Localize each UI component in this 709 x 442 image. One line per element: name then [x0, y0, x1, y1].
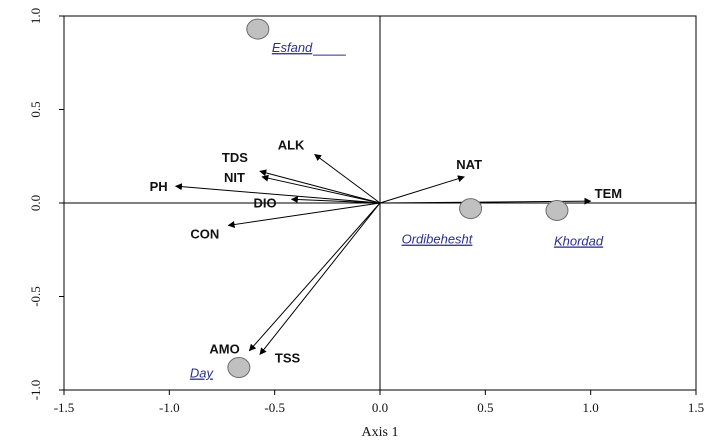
x-axis-title: Axis 1: [362, 425, 399, 440]
vector-label-ph: PH: [150, 179, 168, 194]
x-tick-label: -1.5: [54, 400, 75, 415]
vector-label-tss: TSS: [275, 350, 301, 365]
y-tick-label: 1.0: [28, 8, 43, 24]
vector-arrow-nit: [261, 174, 381, 204]
x-tick-label: 0.0: [372, 400, 388, 415]
vector-label-nat: NAT: [456, 157, 482, 172]
vector-arrow-alk: [314, 153, 381, 204]
vector-label-con: CON: [190, 226, 219, 241]
x-tick-label: -1.0: [159, 400, 180, 415]
site-label-ordibehesht: Ordibehesht: [402, 232, 474, 247]
x-tick-label: 1.0: [583, 400, 599, 415]
vector-label-alk: ALK: [278, 137, 305, 152]
vector-arrow-tss: [259, 202, 381, 356]
vector-label-tds: TDS: [222, 150, 248, 165]
y-tick-label: 0.0: [28, 195, 43, 211]
vector-arrow-nat: [379, 175, 465, 204]
site-label-khordad: Khordad: [554, 233, 604, 248]
site-label-esfand: Esfand: [272, 40, 313, 55]
site-point-day: [227, 357, 251, 379]
y-tick-label: -0.5: [28, 286, 43, 307]
y-tick-label: -1.0: [28, 380, 43, 401]
vector-arrow-amo: [248, 202, 381, 352]
site-point-khordad: [545, 199, 569, 221]
vector-label-nit: NIT: [224, 170, 245, 185]
vector-label-tem: TEM: [595, 186, 622, 201]
site-label-day: Day: [190, 366, 215, 381]
vector-arrow-tds: [259, 169, 381, 204]
vector-label-amo: AMO: [209, 342, 239, 357]
vector-arrow-ph: [174, 183, 381, 204]
x-tick-label: -0.5: [264, 400, 285, 415]
vector-arrow-con: [227, 202, 381, 228]
site-point-ordibehesht: [459, 198, 483, 220]
x-tick-label: 0.5: [477, 400, 493, 415]
site-point-esfand: [246, 18, 270, 40]
x-tick-label: 1.5: [688, 400, 704, 415]
y-tick-label: 0.5: [28, 101, 43, 117]
vector-label-dio: DIO: [254, 195, 277, 210]
vector-arrow-dio: [290, 196, 381, 204]
